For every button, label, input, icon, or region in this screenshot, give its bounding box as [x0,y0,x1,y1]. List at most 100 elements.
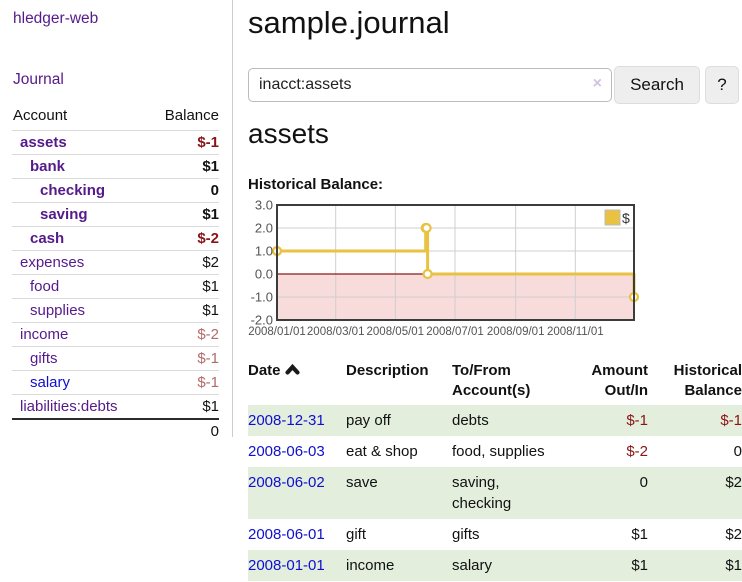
transaction-date-link[interactable]: 2008-06-03 [248,443,325,460]
register-header-balance: Historical Balance [673,362,742,399]
account-balance: $1 [147,154,219,179]
legend-swatch [604,209,621,226]
account-row: food $1 [12,274,219,299]
account-link[interactable]: assets [20,134,67,151]
account-row: gifts $-1 [12,346,219,371]
sort-ascending-icon [284,361,300,381]
register-table: Date Description To/From Account(s) Amou… [248,358,742,581]
register-header-description: Description [346,362,429,379]
transaction-description: eat & shop [346,443,418,460]
account-link[interactable]: income [20,326,69,343]
transaction-description: save [346,474,378,491]
transaction-row: 2008-12-31 pay off debts $-1 $-1 [248,405,742,436]
account-balance: $-2 [147,226,219,251]
account-balance: $1 [147,298,219,323]
account-link[interactable]: checking [40,182,106,199]
transaction-amount: $1 [631,526,648,543]
transaction-balance: $1 [725,557,742,574]
account-balance: $1 [147,202,219,227]
account-link[interactable]: food [30,278,60,295]
transaction-row: 2008-01-01 income salary $1 $1 [248,550,742,581]
y-tick-label: -2.0 [251,313,273,328]
account-balance: $2 [147,250,219,275]
transaction-accounts: debts [452,412,489,429]
account-row: expenses $2 [12,250,219,275]
transaction-accounts: salary [452,557,493,574]
accounts-total-row: 0 [12,418,219,443]
help-button[interactable]: ? [705,66,739,104]
account-link[interactable]: gifts [30,350,58,367]
accounts-header-row: Account Balance [12,103,219,131]
transaction-row: 2008-06-01 gift gifts $1 $2 [248,519,742,550]
account-row: assets $-1 [12,130,219,155]
register-header-amount: Amount Out/In [591,362,648,399]
transaction-amount: $-2 [626,443,648,460]
x-tick-label: 2008/09/01 [487,326,545,338]
account-balance: 0 [147,178,219,203]
account-row: salary $-1 [12,370,219,395]
transaction-date-link[interactable]: 2008-06-01 [248,526,325,543]
clear-search-icon[interactable]: × [592,75,602,92]
account-link[interactable]: saving [40,206,88,223]
account-balance: $1 [147,274,219,299]
transaction-balance: $2 [725,526,742,543]
transaction-date-link[interactable]: 2008-06-02 [248,474,325,491]
search-box: × [248,68,612,102]
main-content: sample.journal × Search ? assets Histori… [248,0,742,581]
account-balance: $-2 [147,322,219,347]
transaction-description: income [346,557,395,574]
transaction-amount: $1 [631,557,648,574]
account-link[interactable]: liabilities:debts [20,398,118,415]
transaction-date-link[interactable]: 2008-12-31 [248,412,325,429]
account-link[interactable]: supplies [30,302,86,319]
chart-title: Historical Balance: [248,176,384,193]
account-balance: $-1 [147,370,219,395]
y-tick-label: 2.0 [255,221,273,236]
data-point [421,222,432,234]
register-header-date[interactable]: Date [248,358,346,405]
transaction-balance: $-1 [720,412,742,429]
search-input[interactable] [248,68,612,102]
search-button[interactable]: Search [614,66,700,104]
accounts-header-account: Account [13,107,68,124]
plot-border [276,204,635,321]
y-tick-label: -1.0 [251,290,273,305]
register-header-accounts: To/From Account(s) [452,362,531,399]
search-form: × Search ? [248,66,742,104]
accounts-total-spacer [12,418,148,443]
account-link[interactable]: expenses [20,254,85,271]
transaction-amount: $-1 [626,412,648,429]
account-heading: assets [248,118,329,149]
account-link[interactable]: salary [30,374,71,391]
account-link[interactable]: bank [30,158,66,175]
account-row: income $-2 [12,322,219,347]
account-row: bank $1 [12,154,219,179]
transaction-date-link[interactable]: 2008-01-01 [248,557,325,574]
historical-balance-chart: $3.0 2.0 1.0 0.0 -1.0 -2.0 2008/01/01 2008/03/0… [248,198,728,351]
x-tick-label: 2008/03/01 [307,326,365,338]
x-tick-label: 2008/05/01 [367,326,425,338]
transaction-accounts: saving, checking [452,474,512,512]
y-tick-label: 0.0 [255,267,273,282]
y-tick-label: 3.0 [255,198,273,213]
transaction-amount: 0 [639,474,648,491]
page-title: sample.journal [248,5,450,40]
x-tick-label: 2008/01/01 [248,326,306,338]
transaction-row: 2008-06-03 eat & shop food, supplies $-2… [248,436,742,467]
account-balance: $-1 [147,130,219,155]
sidebar-item-journal[interactable]: Journal [13,71,64,88]
transaction-balance: $2 [725,474,742,491]
x-tick-label: 2008/11/01 [547,326,604,338]
account-row: checking 0 [12,178,219,203]
account-row: cash $-2 [12,226,219,251]
account-balance: $-1 [147,346,219,371]
account-row: liabilities:debts $1 [12,394,219,419]
accounts-total-value: 0 [147,418,219,443]
transaction-accounts: food, supplies [452,443,545,460]
account-row: supplies $1 [12,298,219,323]
app-title-link[interactable]: hledger-web [13,10,99,27]
account-link[interactable]: cash [30,230,65,247]
sidebar: hledger-web Journal Account Balance asse… [0,0,233,443]
account-balance: $1 [147,394,219,419]
